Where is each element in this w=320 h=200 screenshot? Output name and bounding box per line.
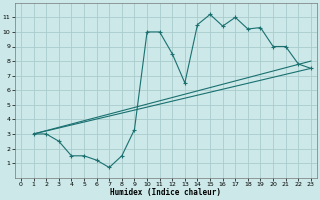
- X-axis label: Humidex (Indice chaleur): Humidex (Indice chaleur): [110, 188, 221, 197]
